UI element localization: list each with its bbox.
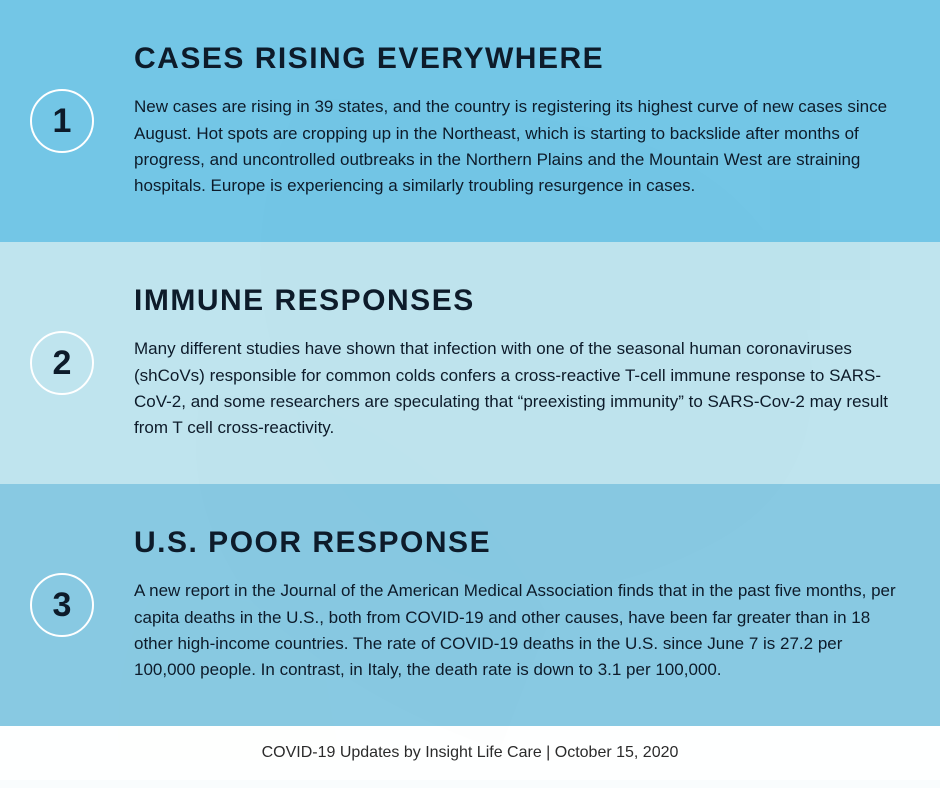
section-number: 1 — [53, 102, 72, 141]
section-number: 3 — [53, 586, 72, 625]
section-title: U.S. POOR RESPONSE — [134, 526, 900, 560]
section-body: A new report in the Journal of the Ameri… — [134, 578, 900, 683]
section-number: 2 — [53, 344, 72, 383]
section-title: IMMUNE RESPONSES — [134, 284, 900, 318]
section-us-poor-response: 3 U.S. POOR RESPONSE A new report in the… — [0, 484, 940, 726]
section-content: CASES RISING EVERYWHERE New cases are ri… — [134, 42, 900, 199]
section-cases-rising: 1 CASES RISING EVERYWHERE New cases are … — [0, 0, 940, 242]
section-immune-responses: 2 IMMUNE RESPONSES Many different studie… — [0, 242, 940, 484]
number-circle-3: 3 — [30, 573, 94, 637]
section-body: New cases are rising in 39 states, and t… — [134, 94, 900, 199]
section-body: Many different studies have shown that i… — [134, 336, 900, 441]
section-title: CASES RISING EVERYWHERE — [134, 42, 900, 76]
number-circle-2: 2 — [30, 331, 94, 395]
number-circle-1: 1 — [30, 89, 94, 153]
footer-text: COVID-19 Updates by Insight Life Care | … — [0, 726, 940, 780]
section-content: U.S. POOR RESPONSE A new report in the J… — [134, 526, 900, 683]
section-content: IMMUNE RESPONSES Many different studies … — [134, 284, 900, 441]
sections-container: 1 CASES RISING EVERYWHERE New cases are … — [0, 0, 940, 726]
